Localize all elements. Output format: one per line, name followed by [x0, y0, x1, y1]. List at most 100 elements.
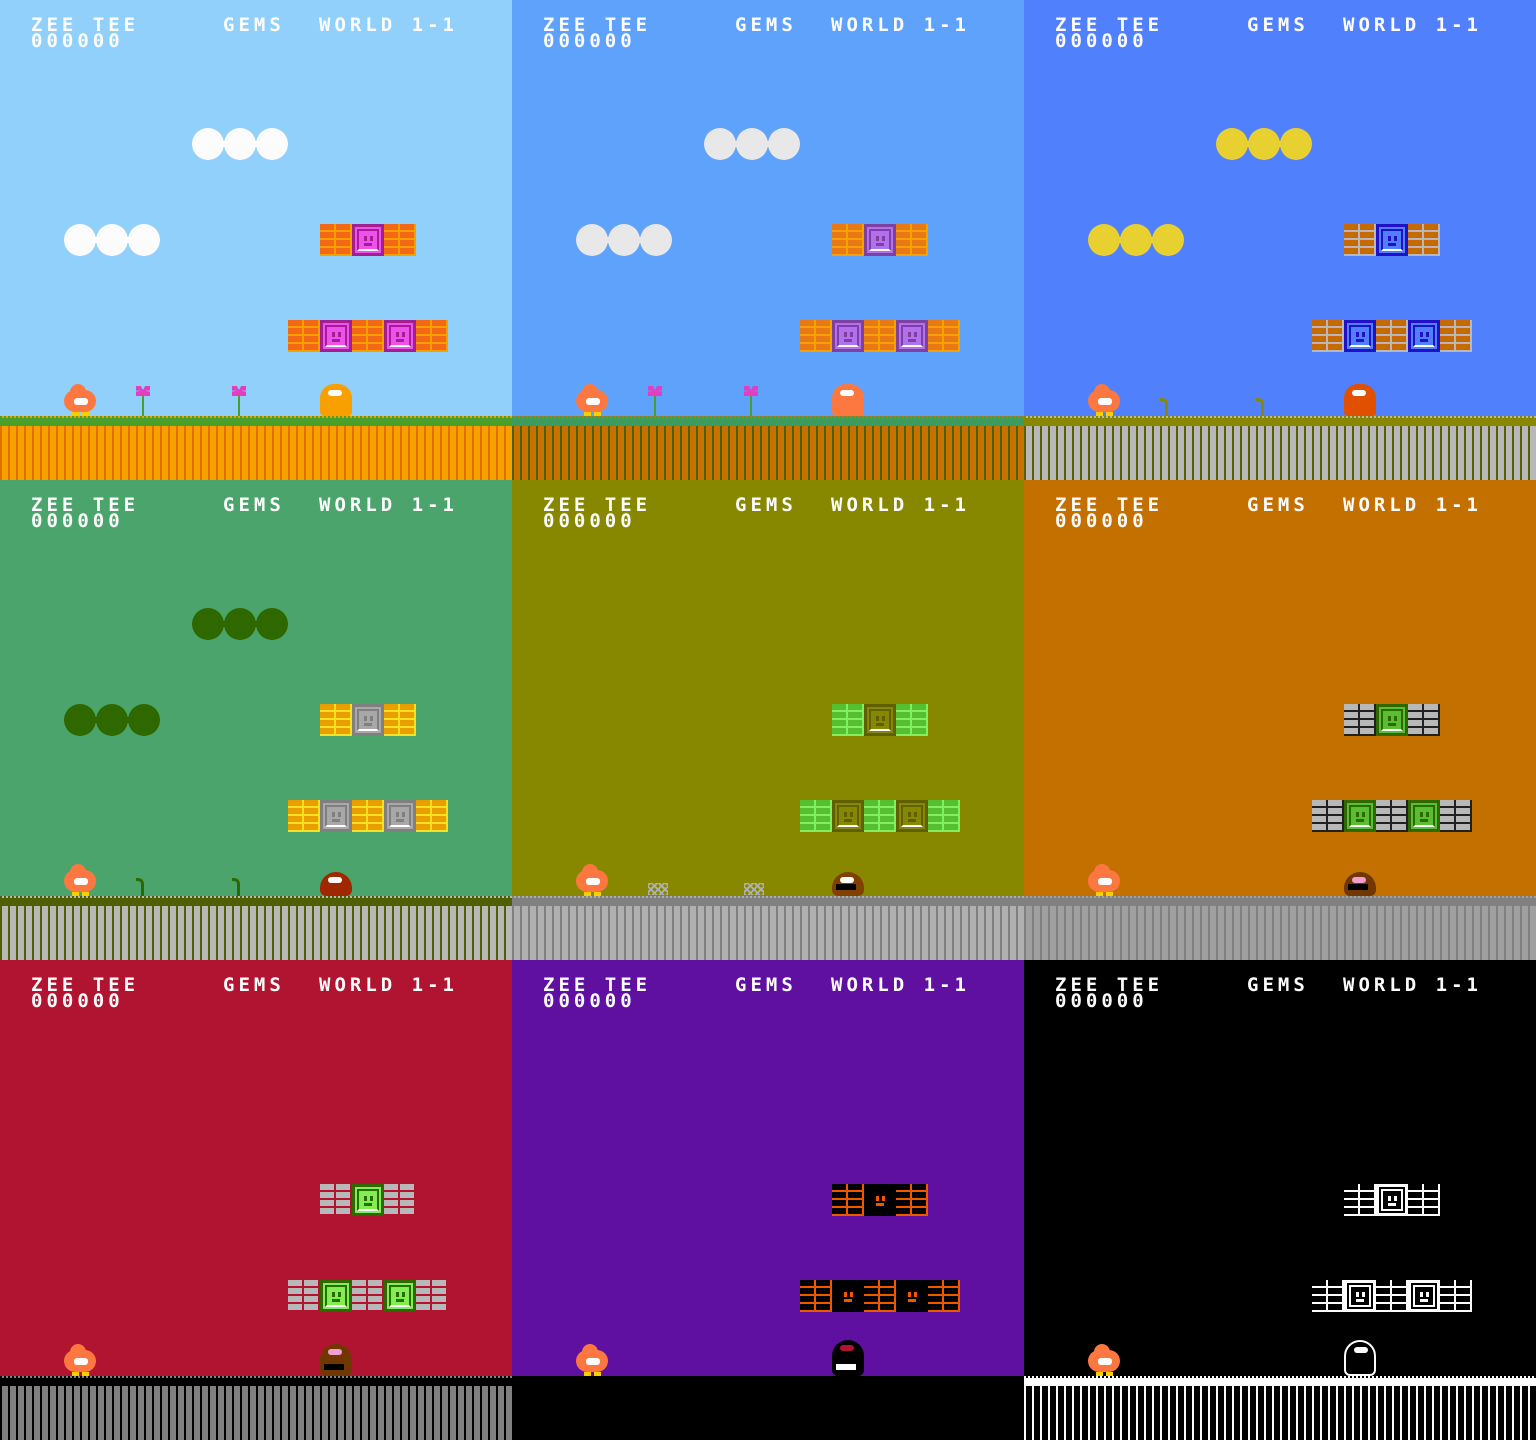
gems-label: GEMS — [735, 974, 797, 996]
gem-face-mouth — [844, 819, 852, 822]
ground-surface — [1024, 896, 1536, 906]
player-head — [582, 1344, 598, 1356]
ground-surface — [512, 1376, 1024, 1386]
gem-inner-frame — [1413, 805, 1435, 827]
level-screen-blue-sky: ZEE TEE 000000 GEMS WORLD 1-1 — [512, 0, 1024, 480]
gem-block — [832, 800, 864, 832]
ground-fill — [0, 906, 512, 960]
player-character — [64, 864, 96, 896]
gem-face-eye — [1362, 1292, 1365, 1297]
ground-surface — [0, 1376, 512, 1386]
gem-face-mouth — [332, 339, 340, 342]
gem-inner-frame — [325, 325, 347, 347]
cloud-puff — [608, 224, 640, 256]
brick-block — [384, 704, 416, 736]
enemy-eye — [1354, 1347, 1368, 1353]
cloud-puff — [1120, 224, 1152, 256]
world-label: WORLD 1-1 — [831, 974, 970, 996]
enemy-creature — [320, 384, 352, 416]
gem-face-eye — [908, 812, 911, 817]
gems-label: GEMS — [1247, 974, 1309, 996]
brick-block — [896, 704, 928, 736]
brick-block — [832, 224, 864, 256]
gem-face-mouth — [396, 1299, 404, 1302]
gem-face-eye — [882, 716, 885, 721]
gem-face-mouth — [1356, 819, 1364, 822]
cloud-puff — [224, 128, 256, 160]
player-head — [70, 1344, 86, 1356]
brick-block — [416, 800, 448, 832]
gem-face-eye — [1420, 812, 1423, 817]
cloud-puff — [64, 224, 96, 256]
level-screen-monochrome: ZEE TEE 000000 GEMS WORLD 1-1 — [1024, 960, 1536, 1440]
gem-face-eye — [882, 1196, 885, 1201]
enemy-eye — [328, 877, 342, 883]
gem-inner-frame — [357, 229, 379, 251]
player-name-label: ZEE TEE — [1055, 14, 1164, 36]
gem-face-mouth — [908, 1299, 916, 1302]
cloud-puff — [736, 128, 768, 160]
ground-fill — [1024, 1386, 1536, 1440]
flower-stem — [142, 392, 144, 416]
brick-block — [864, 320, 896, 352]
gem-block — [352, 704, 384, 736]
player-foot — [1106, 1372, 1113, 1376]
gem-face-eye — [402, 812, 405, 817]
ground-surface — [1024, 416, 1536, 426]
ground-terrain — [512, 416, 1024, 480]
gem-face-eye — [1356, 332, 1359, 337]
gem-inner-frame — [1349, 1285, 1371, 1307]
world-label: WORLD 1-1 — [319, 14, 458, 36]
bones-icon — [744, 883, 764, 895]
gem-face-eye — [1394, 236, 1397, 241]
gem-inner-frame — [837, 325, 859, 347]
gem-face-mouth — [364, 1203, 372, 1206]
gem-face-eye — [850, 332, 853, 337]
gem-face-eye — [402, 1292, 405, 1297]
gems-label: GEMS — [735, 14, 797, 36]
player-foot — [584, 892, 591, 896]
sprout-icon — [136, 878, 144, 896]
gem-face-eye — [844, 1292, 847, 1297]
world-label: WORLD 1-1 — [831, 494, 970, 516]
gem-face-eye — [850, 812, 853, 817]
gem-face-eye — [914, 332, 917, 337]
gem-face-eye — [370, 716, 373, 721]
flower-stem — [750, 392, 752, 416]
cloud-puff — [192, 608, 224, 640]
gem-block — [1344, 800, 1376, 832]
player-foot — [72, 892, 79, 896]
gem-face-eye — [844, 332, 847, 337]
brick-block — [384, 1184, 416, 1216]
player-foot — [1096, 1372, 1103, 1376]
cloud-puff — [192, 128, 224, 160]
player-character — [64, 1344, 96, 1376]
enemy-eye — [840, 877, 854, 883]
brick-block — [384, 224, 416, 256]
world-label: WORLD 1-1 — [319, 494, 458, 516]
cloud-puff — [576, 224, 608, 256]
brick-block — [1344, 704, 1376, 736]
gems-label: GEMS — [1247, 494, 1309, 516]
cloud-puff — [1280, 128, 1312, 160]
ground-terrain — [512, 1376, 1024, 1440]
gem-inner-frame — [389, 1285, 411, 1307]
ground-fill — [1024, 426, 1536, 480]
brick-block — [1312, 800, 1344, 832]
gem-face-mouth — [844, 339, 852, 342]
brick-block — [800, 800, 832, 832]
enemy-eye — [840, 390, 854, 396]
brick-block — [1344, 224, 1376, 256]
player-foot — [1106, 892, 1113, 896]
gem-block — [896, 800, 928, 832]
enemy-creature — [1344, 384, 1376, 416]
gem-block — [864, 224, 896, 256]
gem-face-eye — [402, 332, 405, 337]
gem-inner-frame — [837, 1285, 859, 1307]
gem-block — [1376, 1184, 1408, 1216]
enemy-mouth — [836, 1364, 856, 1370]
player-name-label: ZEE TEE — [543, 974, 652, 996]
flower-petals — [648, 386, 662, 396]
brick-block — [864, 800, 896, 832]
